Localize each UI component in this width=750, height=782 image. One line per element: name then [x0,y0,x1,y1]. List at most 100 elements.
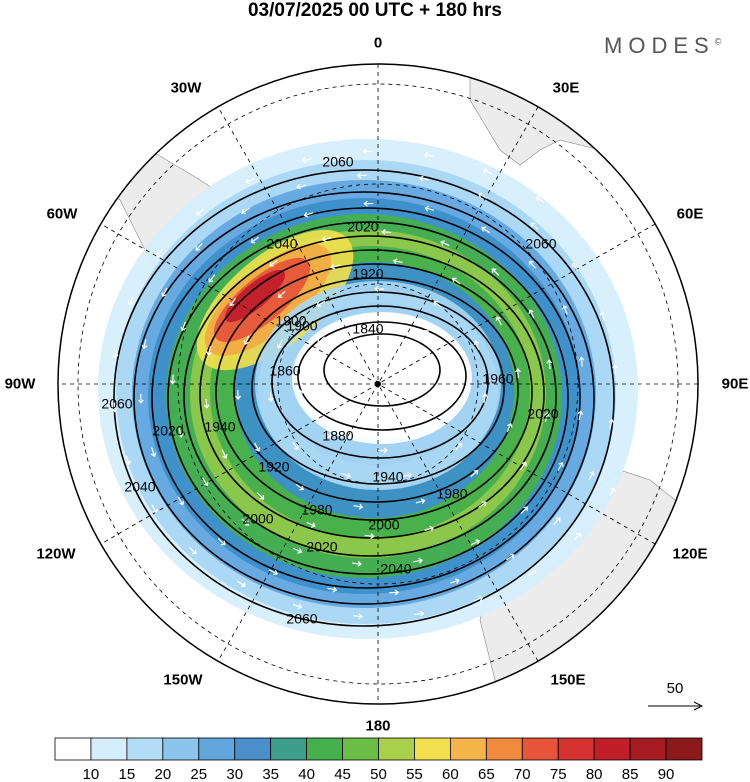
wind-arrow [327,587,337,591]
colorbar-tick-label: 10 [83,766,100,782]
colorbar-swatch [629,737,667,761]
height-contour [233,277,519,503]
colorbar-swatch [306,737,343,761]
jet-core [224,269,286,323]
wind-arrow [553,517,561,526]
colorbar-tick-label: 70 [514,766,531,782]
wind-arrow [151,504,157,513]
contour-label: 1960 [482,371,513,387]
wind-arrow [237,580,246,587]
wind-arrow [609,419,613,429]
colorbar-tick-label: 90 [658,766,675,782]
wind-arrow [375,288,385,290]
wind-arrow [529,260,536,269]
lon-label-150w: 150W [163,671,203,689]
contour-label: 1920 [258,459,289,475]
wind-arrow [254,442,260,452]
wind-arrow [474,340,480,350]
colorbar-tick-label: 80 [586,766,603,782]
wind-arrow [295,483,304,490]
wind-arrow [520,462,527,471]
contour-label: 1940 [372,469,403,485]
height-contour [215,263,533,521]
wind-arrow [178,428,182,438]
wind-arrow [156,248,163,257]
colorbar-tick-label: 25 [190,766,207,782]
height-contour [251,291,505,485]
wind-arrow [113,402,116,412]
wind-arrow [128,296,134,306]
contour-label: 1900 [275,313,306,329]
wind-arrow [433,301,442,308]
colorbar-tick-label: 40 [298,766,315,782]
colorbar-tick-label: 75 [550,766,567,782]
contour-label: 2060 [286,611,317,627]
lon-label-0: 0 [373,34,383,52]
contour-label: 2060 [322,154,353,170]
colorbar-swatch [414,737,451,761]
wind-arrow [143,339,147,349]
contour-label: 2060 [525,236,556,252]
wind-arrow [125,455,130,465]
wind-arrow [402,473,412,478]
wind-arrow [478,193,488,199]
wind-arrow [250,236,259,243]
contour-label: 1880 [322,428,353,444]
wind-arrow [256,492,264,500]
wind-arrow [151,447,155,457]
wind-arrow [241,207,250,214]
colorbar-swatch [342,737,379,761]
wind-arrow [506,554,515,561]
contour-label: 2040 [266,236,297,252]
wind-arrow [317,336,325,344]
colorbar-tick-label: 85 [622,766,639,782]
lon-label-30w: 30W [170,79,202,97]
wind-arrow [483,169,492,175]
wind-arrow [452,278,461,285]
wind-arrow [341,472,351,478]
lon-label-150e: 150E [550,671,586,689]
contour-label: 1920 [352,266,383,282]
pole-marker [375,381,381,387]
wind-arrow [114,348,118,358]
wind-arrow [544,412,549,422]
lon-label-60w: 60W [46,205,78,223]
wind-arrow [572,263,579,272]
colorbar-swatch [234,737,272,761]
wind-arrow [536,196,545,203]
wind-arrow [162,287,168,297]
wind-arrow [278,290,286,298]
contour-label: 2040 [380,561,411,577]
wind-arrow [413,559,423,563]
wind-arrow [302,158,312,162]
wind-arrow [382,231,392,234]
contour-label: 1840 [352,321,383,337]
wind-arrow [244,335,250,345]
lon-label-90e: 90E [721,375,749,393]
wind-arrow [221,449,227,459]
wind-arrow [424,153,434,157]
wind-arrow [196,208,204,216]
wind-arrow [292,603,302,608]
colorbar-tick-label: 20 [154,766,171,782]
contour-label: 2020 [306,539,337,555]
wind-arrow [563,305,568,315]
colorbar-tick-label: 30 [226,766,243,782]
wind-arrow [424,330,432,338]
wind-arrow [352,615,363,618]
wind-arrow [316,300,326,307]
wind-arrow [609,487,615,497]
reference-vector-label: 50 [667,680,684,697]
wind-arrow [548,360,551,370]
chart-title: 03/07/2025 00 UTC + 180 hrs [247,0,503,21]
wind-arrow [208,274,216,283]
colorbar-swatch [162,737,200,761]
lon-label-90w: 90W [4,375,36,393]
colorbar-swatch [665,737,703,761]
wind-arrow [304,212,314,217]
wind-arrow [632,437,637,447]
wind-arrow [245,177,255,184]
wind-arrow [424,527,434,531]
height-contour [183,235,557,557]
height-contour [133,191,595,605]
